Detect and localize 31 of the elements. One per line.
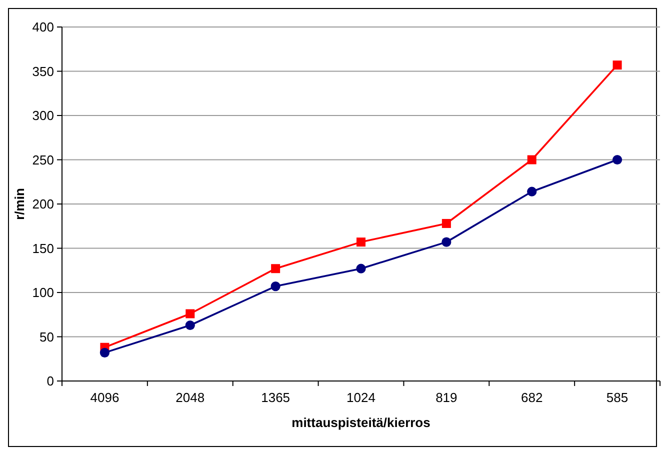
- y-tick-label: 200: [32, 196, 54, 212]
- point: [186, 309, 195, 318]
- y-tick-label: 100: [32, 285, 54, 300]
- point: [100, 348, 110, 358]
- y-tick-label: 400: [32, 20, 54, 35]
- y-tick-label: 50: [40, 329, 54, 344]
- point: [442, 218, 451, 228]
- point: [527, 155, 536, 164]
- point: [356, 238, 366, 247]
- point: [442, 237, 452, 247]
- y-axis-title: r/min: [12, 188, 27, 220]
- x-tick-label: 1024: [346, 390, 376, 405]
- x-axis-title: mittauspisteitä/kierros: [292, 415, 430, 430]
- point: [612, 60, 622, 70]
- x-tick-label: 682: [521, 390, 543, 405]
- point: [185, 320, 195, 330]
- x-tick-label: 1365: [261, 390, 290, 405]
- point: [356, 264, 366, 274]
- y-tick-label: 150: [32, 240, 54, 256]
- x-tick-label: 819: [436, 390, 458, 405]
- y-tick-label: 0: [46, 374, 54, 389]
- x-tick-label: 4096: [90, 390, 120, 405]
- x-tick-label: 2048: [176, 390, 205, 405]
- y-tick-label: 250: [32, 152, 54, 168]
- point: [612, 154, 622, 165]
- x-tick-label: 585: [606, 390, 628, 405]
- point: [270, 282, 280, 292]
- y-tick-label: 350: [32, 64, 54, 79]
- point: [271, 264, 280, 274]
- y-tick-label: 300: [32, 108, 54, 124]
- point: [527, 186, 537, 196]
